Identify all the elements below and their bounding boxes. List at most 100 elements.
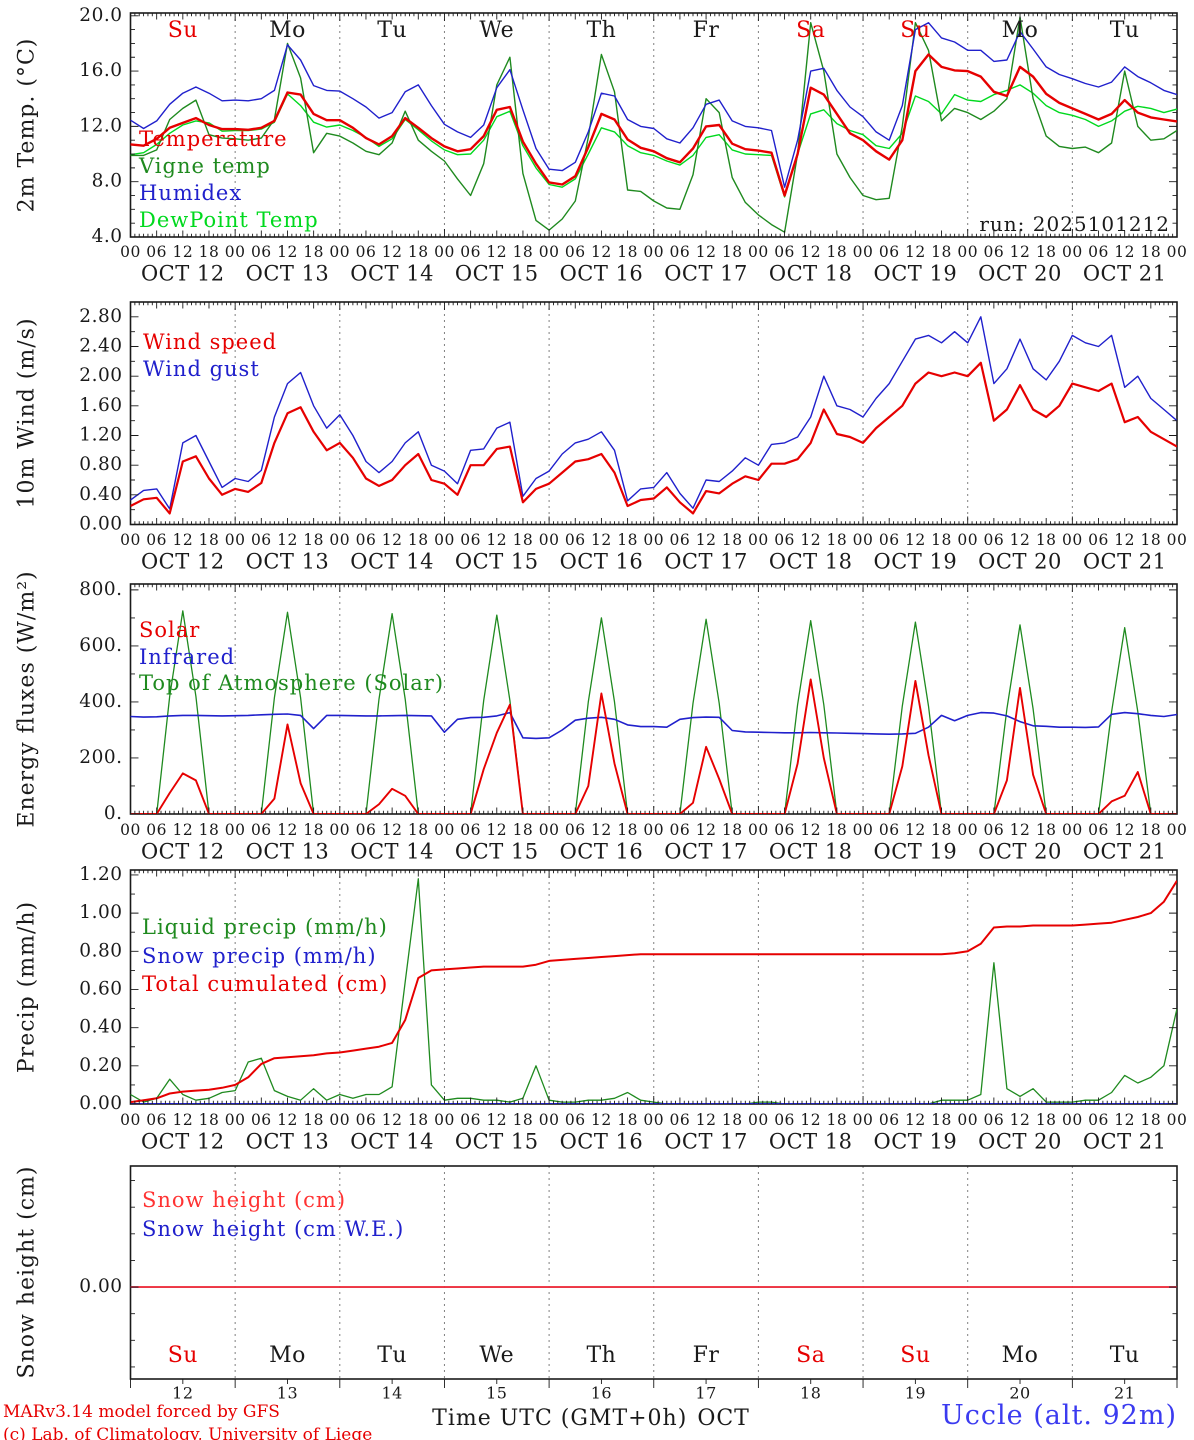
date-label: OCT 14 [350,840,434,864]
hour-tick-label: 00 [434,1111,455,1129]
hour-tick-label: 18 [1036,531,1057,549]
day-name-label: We [479,1343,514,1368]
run-label: run: 2025101212 [979,212,1170,236]
hour-tick-label: 18 [617,531,638,549]
legend-wind-speed: Wind speed [143,330,278,354]
hour-tick-label: 18 [303,821,324,839]
day-name-label: Mo [269,18,306,43]
hour-tick-label: 18 [408,821,429,839]
hour-tick-label: 00 [1167,1111,1188,1129]
hour-tick-label: 12 [1010,821,1031,839]
hour-tick-label: 06 [774,243,795,261]
y-tick-label: 0.00 [79,1093,122,1114]
hour-tick-label: 12 [172,243,193,261]
hour-tick-label: 12 [1114,243,1135,261]
hour-tick-label: 18 [513,1111,534,1129]
y-tick-label: 0.20 [79,1055,122,1076]
hour-tick-label: 06 [983,243,1004,261]
date-label: OCT 20 [978,840,1062,864]
date-label: OCT 15 [455,262,539,286]
date-label: OCT 17 [664,550,748,574]
day-number-label: 19 [905,1384,926,1403]
date-label: OCT 13 [246,550,330,574]
hour-tick-label: 00 [120,531,141,549]
series-solar [130,678,1177,814]
date-label: OCT 20 [978,550,1062,574]
date-label: OCT 19 [874,550,958,574]
hour-tick-label: 18 [617,243,638,261]
day-name-label: Mo [1002,18,1039,43]
y-tick-label: 8.0 [92,171,123,192]
y-tick-label: 2.40 [79,336,122,357]
axis-ticks [130,1180,1178,1388]
hour-tick-label: 12 [696,821,717,839]
y-tick-label: 1.60 [79,395,122,416]
day-number-label: 12 [172,1384,193,1403]
hour-tick-label: 00 [1167,243,1188,261]
legend-solar: Solar [139,618,201,642]
hour-tick-label: 06 [879,243,900,261]
hour-tick-label: 00 [539,531,560,549]
hour-tick-label: 12 [905,531,926,549]
date-label: OCT 15 [455,1130,539,1154]
date-label: OCT 16 [560,1130,644,1154]
hour-tick-label: 12 [277,243,298,261]
date-label: OCT 19 [874,840,958,864]
x-axis-title-text: Time UTC (GMT+0h) [432,1406,688,1431]
hour-tick-label: 18 [1140,243,1161,261]
hour-tick-label: 06 [565,531,586,549]
hour-tick-label: 00 [225,531,246,549]
hour-tick-label: 18 [303,243,324,261]
y-tick-label: 200. [79,747,122,768]
hour-tick-label: 00 [1062,531,1083,549]
day-name-label: We [479,18,514,43]
hour-tick-label: 00 [957,243,978,261]
hour-tick-label: 12 [591,821,612,839]
hour-tick-label: 18 [617,821,638,839]
y-tick-label: 0.00 [79,514,122,535]
hour-tick-label: 18 [513,531,534,549]
hour-tick-label: 00 [329,821,350,839]
day-name-label: Su [900,18,930,43]
date-label: OCT 21 [1083,1130,1167,1154]
hour-tick-label: 12 [486,1111,507,1129]
hour-tick-label: 12 [1114,531,1135,549]
series-infrared [130,711,1177,740]
hour-tick-label: 00 [957,531,978,549]
day-name-label: Fr [693,1343,720,1368]
hour-tick-label: 06 [356,531,377,549]
hour-tick-label: 06 [983,1111,1004,1129]
hour-tick-label: 06 [1088,821,1109,839]
y-tick-label: 2.00 [79,365,122,386]
hour-tick-label: 00 [434,531,455,549]
legend-temperature: Temperature [139,127,288,151]
precip-legend: Liquid precip (mm/h) Snow precip (mm/h) … [142,913,388,999]
series-total-cumulated-cm [130,880,1177,1104]
day-name-label: Fr [693,18,720,43]
hour-tick-label: 06 [879,821,900,839]
date-label: OCT 17 [664,840,748,864]
hour-tick-label: 06 [1088,243,1109,261]
hour-tick-label: 06 [460,243,481,261]
day-number-label: 18 [800,1384,821,1403]
hour-tick-label: 12 [800,531,821,549]
hour-tick-label: 06 [1088,531,1109,549]
hour-tick-label: 18 [303,531,324,549]
hour-tick-label: 00 [643,1111,664,1129]
hour-tick-label: 00 [539,243,560,261]
hour-tick-label: 12 [800,1111,821,1129]
y-tick-label: 0.80 [79,454,122,475]
hour-tick-label: 00 [748,243,769,261]
day-name-label: Tu [377,1343,407,1368]
hour-tick-label: 00 [329,1111,350,1129]
hour-tick-label: 18 [199,531,220,549]
hour-tick-label: 18 [303,1111,324,1129]
date-label: OCT 18 [769,840,853,864]
hour-tick-label: 18 [931,243,952,261]
day-name-label: Th [587,1343,617,1368]
hour-tick-label: 06 [983,531,1004,549]
hour-tick-label: 12 [486,243,507,261]
legend-liquid-precip: Liquid precip (mm/h) [142,915,388,939]
y-title-snow: Snow height (cm) [14,1165,40,1379]
hour-tick-label: 12 [486,821,507,839]
